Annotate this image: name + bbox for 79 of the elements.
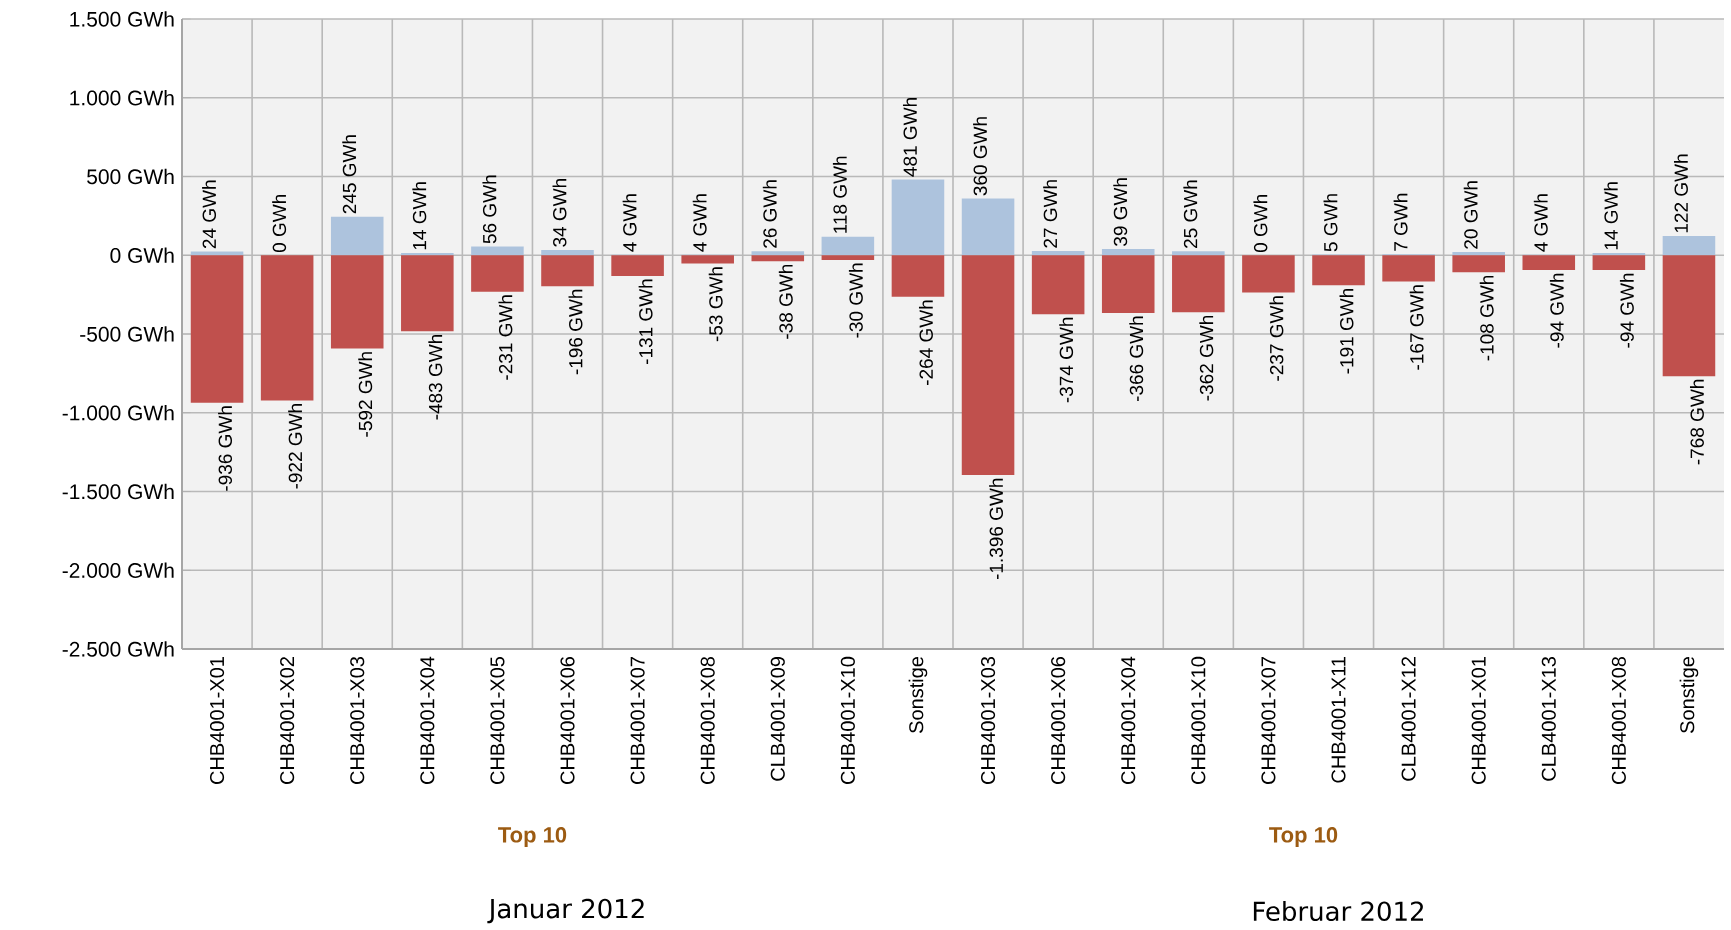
data-label: -366 GWh (1129, 316, 1144, 402)
x-tick-label: Sonstige (908, 657, 928, 734)
x-tick-label: CHB4001-X08 (1611, 657, 1626, 785)
data-label: 26 GWh (762, 180, 777, 248)
data-label: -592 GWh (358, 352, 373, 437)
data-label: 481 GWh (902, 98, 917, 177)
x-tick-label: CHB4001-X08 (700, 657, 715, 785)
text: Top 10 (498, 827, 567, 847)
data-label: -237 GWh (1269, 296, 1284, 381)
x-tick-label: CHB4001-X04 (420, 656, 435, 785)
data-label: 39 GWh (1113, 178, 1128, 247)
data-label: 20 GWh (1463, 181, 1478, 249)
x-tick-label: CHB4001-X04 (1121, 656, 1136, 785)
data-label: -264 GWh (918, 300, 933, 386)
data-label: 24 GWh (202, 180, 217, 249)
x-tick-label: CLB4001-X12 (1401, 657, 1416, 781)
x-tick-label: CHB4001-X06 (560, 657, 575, 785)
x-tick-label: CHB4001-X05 (490, 656, 505, 785)
x-tick-label: CHB4001-X07 (1261, 657, 1276, 785)
data-label: 118 GWh (832, 156, 847, 233)
data-label: 4 GWh (692, 194, 707, 252)
data-label: 5 GWh (1323, 194, 1338, 252)
text: Januar 2012 (487, 898, 644, 924)
data-label: 0 GWh (1253, 195, 1268, 253)
data-label: -362 GWh (1199, 315, 1214, 401)
data-label: -1.396 GWh (989, 478, 1004, 580)
data-label: -94 GWh (1619, 273, 1634, 348)
x-tick-label: CHB4001-X11 (1331, 657, 1346, 783)
data-label: 34 GWh (552, 179, 567, 247)
data-label: 122 GWh (1673, 154, 1688, 233)
data-label: 245 GWh (342, 135, 357, 214)
data-label: -768 GWh (1689, 379, 1704, 465)
x-tick-label: CLB4001-X09 (770, 657, 785, 781)
data-label: 25 GWh (1183, 180, 1198, 249)
data-label: 360 GWh (973, 117, 988, 196)
data-label: 14 GWh (1603, 182, 1618, 250)
x-tick-label: CHB4001-X06 (1051, 657, 1066, 785)
data-label: -196 GWh (568, 289, 583, 375)
y-tick-label: 500 GWh (87, 168, 174, 185)
data-label: -94 GWh (1549, 273, 1564, 348)
x-tick-label: Sonstige (1679, 657, 1699, 734)
x-tick-label: CLB4001-X13 (1541, 657, 1556, 781)
data-label: 0 GWh (272, 195, 287, 253)
text: Februar 2012 (1253, 900, 1423, 922)
data-label: -231 GWh (498, 295, 513, 380)
y-tick-label: -2.500 GWh (62, 641, 174, 657)
x-tick-label: CHB4001-X10 (840, 656, 855, 785)
x-tick-label: CHB4001-X07 (630, 657, 645, 785)
text: Top 10 (1269, 827, 1338, 847)
y-tick-label: -1.000 GWh (62, 405, 174, 421)
data-label: -167 GWh (1409, 285, 1424, 370)
data-label: -374 GWh (1059, 317, 1074, 403)
x-tick-label: CHB4001-X03 (980, 657, 996, 785)
y-tick-label: 1.500 GWh (70, 11, 174, 27)
data-label: -38 GWh (778, 264, 793, 339)
y-tick-label: -1.500 GWh (62, 483, 174, 500)
data-label: 27 GWh (1043, 180, 1058, 248)
data-label: -30 GWh (848, 263, 863, 338)
x-tick-label: CHB4001-X01 (209, 657, 225, 785)
data-label: -922 GWh (288, 404, 303, 489)
data-label: 14 GWh (412, 182, 427, 250)
data-label: 7 GWh (1393, 193, 1408, 251)
data-label: -108 GWh (1479, 275, 1494, 361)
x-tick-label: CHB4001-X03 (350, 657, 365, 785)
data-label: 56 GWh (482, 175, 497, 244)
x-tick-label: CHB4001-X10 (1191, 656, 1206, 785)
x-tick-label: CHB4001-X02 (280, 657, 295, 785)
data-label: -191 GWh (1339, 289, 1354, 374)
data-label: -483 GWh (428, 335, 443, 420)
x-tick-label: CHB4001-X01 (1471, 657, 1486, 785)
data-label: 4 GWh (622, 194, 637, 252)
data-label: 4 GWh (1533, 194, 1548, 252)
y-tick-label: -500 GWh (80, 326, 174, 342)
y-tick-label: 0 GWh (110, 247, 174, 264)
y-tick-label: -2.000 GWh (62, 562, 174, 579)
y-tick-label: 1.000 GWh (70, 90, 174, 106)
data-label: -131 GWh (638, 279, 653, 365)
data-label: -936 GWh (218, 406, 233, 491)
data-label: -53 GWh (708, 267, 723, 342)
